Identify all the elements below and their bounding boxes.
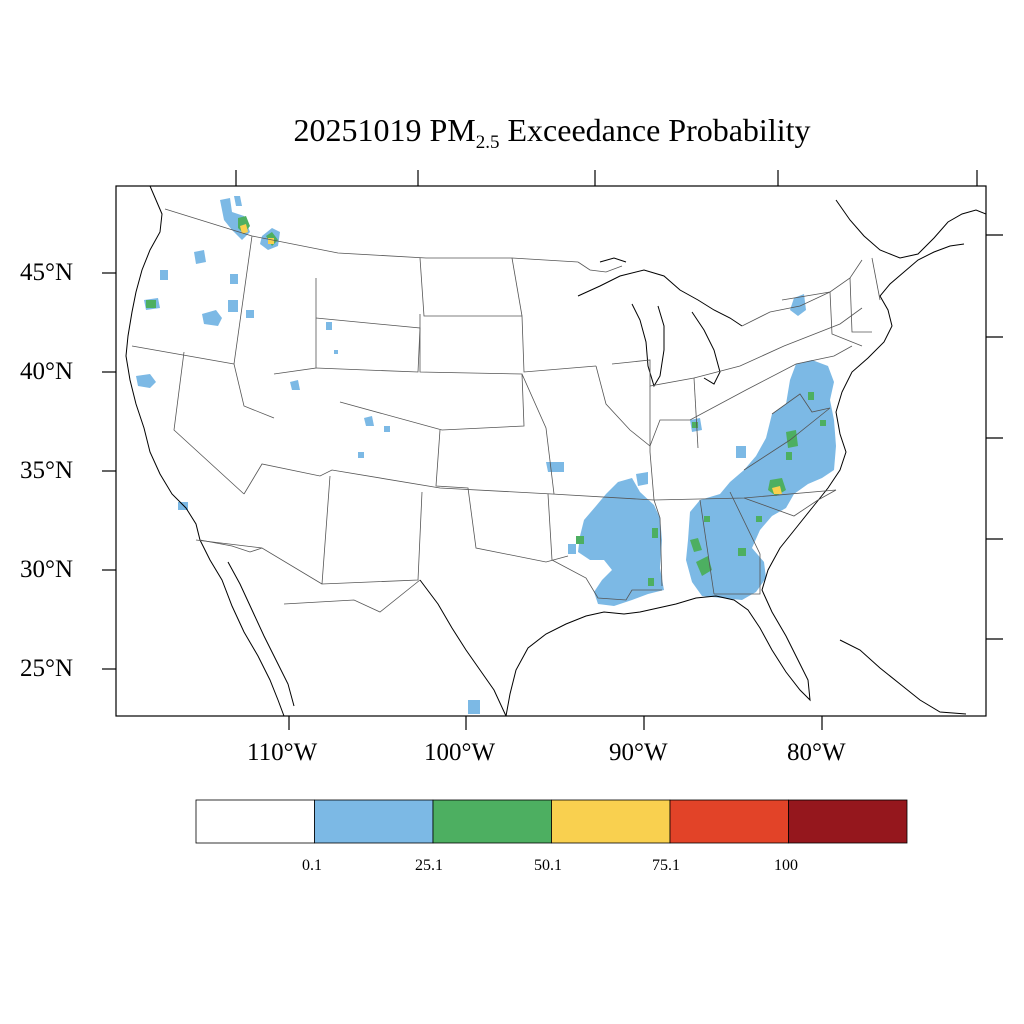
colorbar-swatch-1 bbox=[314, 799, 434, 844]
lat-label-25: 25°N bbox=[20, 655, 74, 682]
state-borders bbox=[131, 208, 881, 601]
colorbar-label-3: 75.1 bbox=[652, 857, 680, 874]
lon-label-100w: 100°W bbox=[424, 739, 496, 766]
lat-label-30: 30°N bbox=[20, 556, 74, 583]
lat-label-40: 40°N bbox=[20, 358, 74, 385]
colorbar-label-1: 25.1 bbox=[415, 857, 443, 874]
lon-label-80w: 80°W bbox=[787, 739, 846, 766]
colorbar-label-4: 100 bbox=[774, 857, 798, 874]
probability-fill-green bbox=[146, 216, 826, 586]
colorbar-swatch-5 bbox=[788, 799, 908, 844]
coastlines bbox=[125, 186, 986, 716]
colorbar bbox=[195, 799, 908, 844]
probability-fill-blue bbox=[136, 196, 836, 714]
colorbar-swatch-2 bbox=[432, 799, 552, 844]
lon-label-90w: 90°W bbox=[609, 739, 668, 766]
colorbar-label-2: 50.1 bbox=[534, 857, 562, 874]
national-borders bbox=[199, 261, 831, 613]
lat-label-35: 35°N bbox=[20, 457, 74, 484]
map-frame bbox=[115, 185, 987, 717]
colorbar-swatch-4 bbox=[669, 799, 789, 844]
title-prefix: 20251019 PM bbox=[293, 112, 476, 148]
lat-label-45: 45°N bbox=[20, 259, 74, 286]
lon-label-110w: 110°W bbox=[247, 739, 318, 766]
map-title: 20251019 PM2.5 Exceedance Probability bbox=[0, 110, 1024, 153]
colorbar-swatch-3 bbox=[551, 799, 671, 844]
frame-ticks bbox=[102, 170, 1003, 730]
colorbar-label-0: 0.1 bbox=[302, 857, 322, 874]
probability-fill-yellow bbox=[240, 224, 782, 494]
title-suffix: Exceedance Probability bbox=[499, 112, 811, 148]
colorbar-swatch-0 bbox=[195, 799, 315, 844]
title-subscript: 2.5 bbox=[475, 132, 500, 153]
